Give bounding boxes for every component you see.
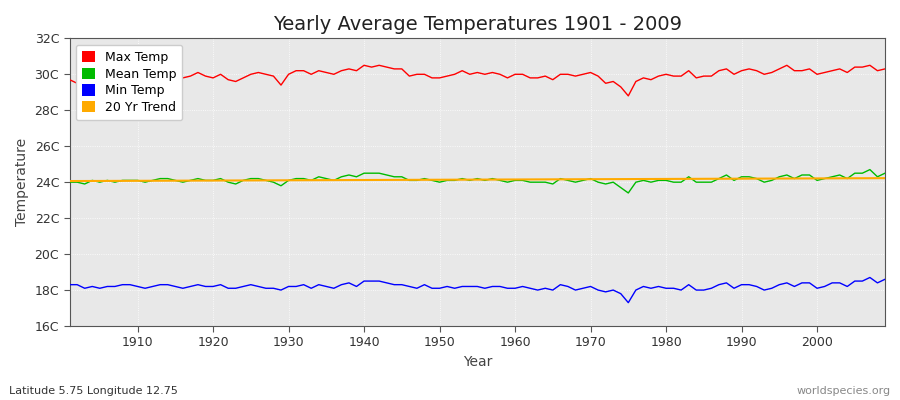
X-axis label: Year: Year	[463, 355, 492, 369]
Title: Yearly Average Temperatures 1901 - 2009: Yearly Average Temperatures 1901 - 2009	[273, 15, 682, 34]
Y-axis label: Temperature: Temperature	[15, 138, 29, 226]
Legend: Max Temp, Mean Temp, Min Temp, 20 Yr Trend: Max Temp, Mean Temp, Min Temp, 20 Yr Tre…	[76, 44, 183, 120]
Text: Latitude 5.75 Longitude 12.75: Latitude 5.75 Longitude 12.75	[9, 386, 178, 396]
Text: worldspecies.org: worldspecies.org	[796, 386, 891, 396]
